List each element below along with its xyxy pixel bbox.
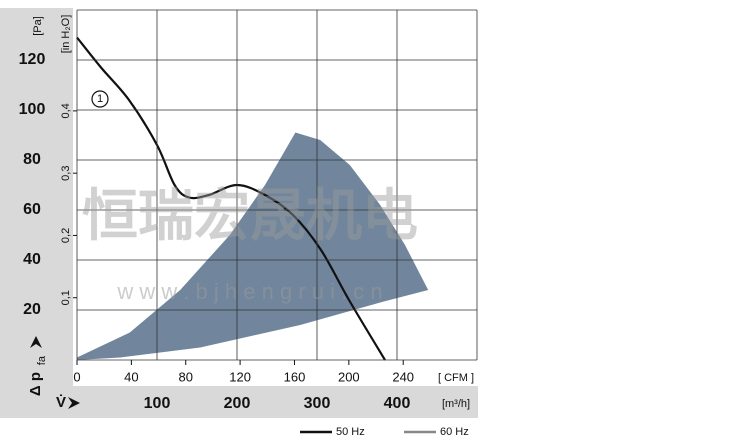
x-tick-label: 300 [304, 395, 331, 412]
plot [76, 9, 478, 361]
x-tick-label: 100 [144, 395, 171, 412]
x-tick-label: 400 [384, 395, 411, 412]
area [77, 132, 429, 360]
watermark-url: w w w . b j h e n g r u i . c n [116, 279, 382, 304]
y-tick-label: 20 [23, 301, 41, 318]
x2-tick-label: 160 [284, 369, 306, 384]
y2-tick-label: 0,3 [60, 166, 72, 181]
curve-label-circle [91, 90, 109, 108]
y2-tick-label: 0,2 [60, 228, 72, 243]
curve-label: 1 [97, 93, 103, 105]
y-unit: [Pa] [32, 16, 44, 36]
x2-tick-label: 120 [229, 369, 251, 384]
watermark: 恒瑞宏晟机电 [82, 184, 418, 247]
y-symbol: Δ p [27, 372, 44, 396]
y-symbol-sub: fa [36, 355, 48, 365]
y2-tick-label: 0,4 [60, 103, 72, 118]
legend-label: 60 Hz [440, 426, 469, 438]
line [76, 36, 386, 361]
legend-label: 50 Hz [336, 426, 365, 438]
x-unit: [m³/h] [442, 398, 470, 410]
x2-tick-label: 240 [392, 369, 414, 384]
x-symbol: V̇ [56, 394, 66, 411]
y-arrow [30, 336, 42, 348]
y-tick-label: 120 [19, 51, 46, 68]
y2-tick-label: 0,1 [60, 290, 72, 305]
left-panel [0, 8, 73, 418]
x2-tick-label: 0 [73, 369, 80, 384]
x2-unit: [ CFM ] [438, 372, 474, 384]
x2-tick-label: 200 [338, 369, 360, 384]
x2-tick-label: 40 [124, 369, 138, 384]
y-tick-label: 80 [23, 151, 41, 168]
x-arrow [68, 397, 80, 409]
x2-tick-label: 80 [178, 369, 192, 384]
x-tick-label: 200 [224, 395, 251, 412]
bottom-band [0, 386, 478, 418]
y-tick-label: 100 [19, 101, 46, 118]
y2-unit: [in H₂O] [60, 15, 72, 54]
y-tick-label: 40 [23, 251, 41, 268]
y-tick-label: 60 [23, 201, 41, 218]
